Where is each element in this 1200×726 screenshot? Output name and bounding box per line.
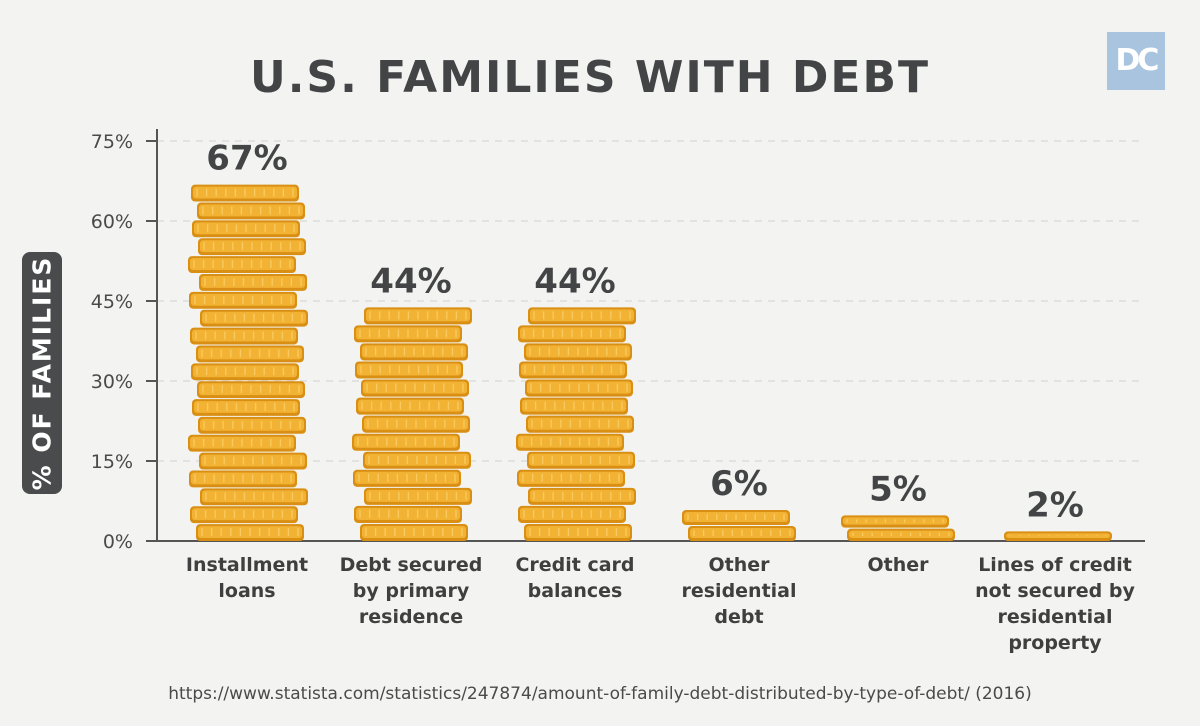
x-category-label: Credit card balances [515, 554, 634, 602]
y-axis-label-background [22, 252, 62, 494]
bar-coin-stack [682, 510, 796, 541]
y-tick-label: 75% [91, 131, 133, 153]
chart-title: U.S. FAMILIES WITH DEBT [249, 52, 931, 103]
y-tick-label: 30% [91, 371, 133, 393]
data-label: 5% [869, 469, 927, 509]
data-label: 6% [710, 464, 768, 504]
y-tick-label: 15% [91, 451, 133, 473]
x-category-label: Debt secured by primary residence [340, 554, 483, 628]
data-label: 44% [370, 261, 451, 301]
x-category-label: Installment loans [186, 554, 308, 602]
data-label: 44% [534, 261, 615, 301]
bar-coin-stack [516, 307, 636, 541]
bar-coin-stack [1004, 531, 1112, 541]
brand-logo: DC [1107, 32, 1165, 90]
data-label: 67% [206, 139, 287, 179]
bar-coin-stack [841, 515, 955, 541]
bar-coin-stack [352, 307, 472, 541]
source-citation: https://www.statista.com/statistics/2478… [168, 684, 1032, 704]
bar-coin-stack [188, 184, 308, 541]
x-category-label: Other [867, 554, 929, 576]
y-tick-label: 0% [103, 531, 133, 553]
y-tick-label: 45% [91, 291, 133, 313]
x-category-label: Other residential debt [681, 554, 796, 628]
x-category-label: Lines of credit not secured by residential… [975, 554, 1135, 654]
data-label: 2% [1026, 485, 1084, 525]
y-tick-label: 60% [91, 211, 133, 233]
